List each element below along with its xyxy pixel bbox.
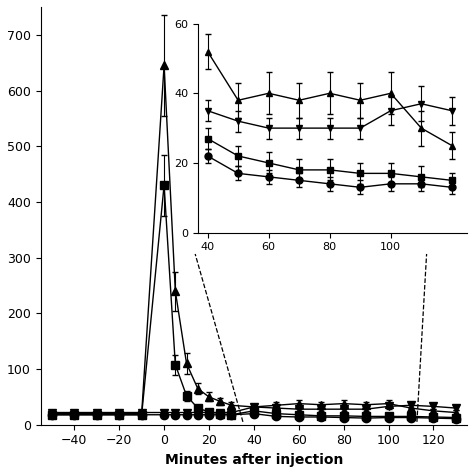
X-axis label: Minutes after injection: Minutes after injection — [164, 453, 343, 467]
